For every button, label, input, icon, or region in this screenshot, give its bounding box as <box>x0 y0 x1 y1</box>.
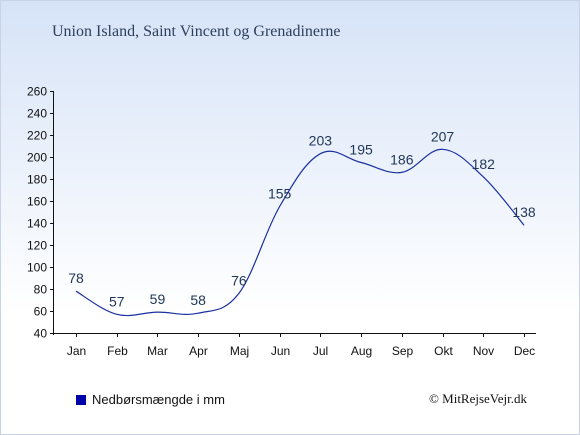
y-tick-label: 240 <box>27 107 47 121</box>
series-line <box>75 148 525 317</box>
y-tick-label: 40 <box>34 327 48 341</box>
x-tick-label: Mar <box>147 344 168 358</box>
x-tick-label: Okt <box>434 344 453 358</box>
legend: Nedbørsmængde i mm <box>76 392 225 407</box>
x-tick-label: Jun <box>271 344 290 358</box>
data-label: 195 <box>349 142 373 158</box>
data-label: 57 <box>109 293 125 309</box>
y-tick-label: 100 <box>27 261 47 275</box>
y-tick-label: 120 <box>27 239 47 253</box>
data-label: 186 <box>390 151 414 167</box>
chart-title: Union Island, Saint Vincent og Grenadine… <box>52 23 341 40</box>
legend-label: Nedbørsmængde i mm <box>92 392 225 407</box>
x-tick-label: Dec <box>514 344 535 358</box>
legend-swatch <box>76 394 86 405</box>
data-label: 78 <box>68 270 84 286</box>
data-label: 182 <box>472 156 496 172</box>
y-tick-label: 160 <box>27 195 47 209</box>
x-tick-label: Sep <box>392 344 414 358</box>
x-tick-label: Jul <box>313 344 328 358</box>
data-label: 138 <box>512 204 536 220</box>
x-tick-label: Aug <box>351 344 372 358</box>
data-label: 76 <box>231 272 247 288</box>
data-label: 155 <box>268 186 292 202</box>
copyright-text: © MitRejseVejr.dk <box>429 391 527 406</box>
y-tick-label: 200 <box>27 151 47 165</box>
data-label: 58 <box>190 292 206 308</box>
data-label: 59 <box>150 291 166 307</box>
y-tick-label: 140 <box>27 217 47 231</box>
y-tick-label: 180 <box>27 173 47 187</box>
y-tick-label: 60 <box>34 305 48 319</box>
data-label: 207 <box>431 128 455 144</box>
x-tick-label: Feb <box>107 344 128 358</box>
y-tick-label: 80 <box>34 283 48 297</box>
data-label: 203 <box>309 133 333 149</box>
x-tick-label: Apr <box>189 344 208 358</box>
x-tick-label: Maj <box>230 344 249 358</box>
x-tick-label: Nov <box>473 344 494 358</box>
y-tick-label: 220 <box>27 129 47 143</box>
y-tick-label: 260 <box>27 85 47 99</box>
x-tick-label: Jan <box>67 344 86 358</box>
